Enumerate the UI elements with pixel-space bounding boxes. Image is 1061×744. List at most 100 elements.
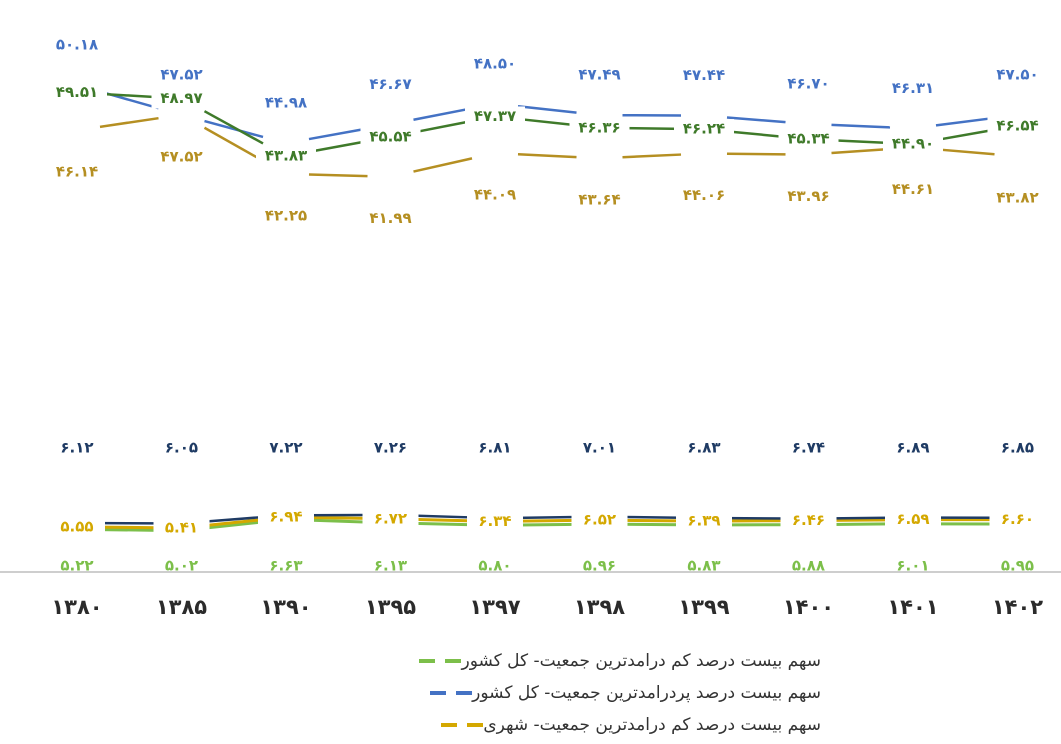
- bottom-low-label-2: ۶.۶۳: [269, 557, 302, 575]
- top-mid-series-segment-2: [308, 139, 368, 154]
- x-tick-label-9: ۱۴۰۲: [992, 595, 1043, 619]
- top-series-group: [99, 90, 995, 178]
- top-mid-series-segment-5: [622, 126, 682, 131]
- bottom-mid-label-2: ۶.۹۴: [269, 508, 302, 526]
- bottom-low-label-3: ۶.۱۳: [374, 557, 407, 575]
- bottom-high-label-9: ۶.۸۵: [1001, 439, 1034, 457]
- bottom-mid-series-segment-5: [622, 518, 682, 523]
- bottom-mid-series-segment-4: [517, 518, 577, 523]
- top-high-label-4: ۴۸.۵۰: [474, 54, 516, 72]
- bottom-high-label-3: ۷.۲۶: [374, 439, 407, 457]
- top-mid-label-3: ۴۵.۵۴: [369, 127, 411, 145]
- bottom-low-label-4: ۵.۸۰: [478, 557, 511, 575]
- top-high-series-segment-4: [517, 105, 577, 114]
- bottom-low-series-segment-2: [308, 518, 368, 524]
- top-mid-label-7: ۴۵.۳۴: [787, 130, 829, 148]
- top-mid-label-6: ۴۶.۲۴: [683, 120, 725, 138]
- bottom-high-label-6: ۶.۸۳: [687, 439, 720, 457]
- bottom-mid-label-bg-2: [258, 507, 314, 528]
- bottom-low-label-5: ۵.۹۶: [583, 557, 616, 575]
- top-low-series-segment-3: [413, 157, 473, 173]
- bottom-high-series-segment-4: [517, 515, 577, 520]
- x-tick-label-4: ۱۳۹۷: [469, 595, 520, 619]
- top-mid-series-segment-4: [517, 117, 577, 127]
- bottom-mid-series-segment-1: [204, 518, 264, 528]
- bottom-high-series-segment-5: [622, 515, 682, 519]
- bottom-low-label-1: ۵.۰۲: [165, 557, 198, 575]
- bottom-mid-label-8: ۶.۵۹: [896, 510, 929, 528]
- x-tick-label-2: ۱۳۹۰: [260, 595, 311, 619]
- bottom-mid-label-5: ۶.۵۲: [583, 511, 616, 529]
- x-tick-label-1: ۱۳۸۵: [156, 595, 207, 619]
- legend-entry-1: سهم بیست درصد پردرامدترین جمعیت- کل کشور: [420, 678, 821, 708]
- legend-entry-label: سهم بیست درصد کم درامدترین جمعیت- کل کشو…: [461, 651, 821, 671]
- legend-entry-label: سهم بیست درصد کم درامدترین جمعیت- شهری: [483, 715, 821, 735]
- bottom-mid-label-0: ۵.۵۵: [60, 517, 93, 535]
- bottom-low-label-6: ۵.۸۳: [687, 557, 720, 575]
- bottom-high-label-5: ۷.۰۱: [583, 439, 616, 457]
- top-low-label-6: ۴۴.۰۶: [683, 186, 725, 204]
- top-mid-series-segment-3: [413, 119, 473, 134]
- top-high-series-segment-3: [413, 107, 473, 122]
- bottom-mid-label-3: ۶.۷۲: [374, 509, 407, 527]
- top-low-label-2: ۴۲.۲۵: [265, 206, 307, 224]
- bottom-high-label-7: ۶.۷۴: [792, 439, 825, 457]
- top-mid-label-1: ۴۸.۹۷: [160, 89, 202, 107]
- bottom-high-series-segment-7: [831, 516, 891, 520]
- top-mid-label-bg-2: [256, 146, 316, 167]
- top-mid-label-2: ۴۳.۸۳: [265, 147, 307, 165]
- bottom-series-group: [99, 513, 995, 532]
- bottom-low-label-9: ۵.۹۵: [1001, 557, 1034, 575]
- top-mid-label-bg-9: [987, 115, 1048, 136]
- top-high-label-6: ۴۷.۴۴: [683, 66, 725, 84]
- top-mid-label-bg-6: [674, 119, 734, 140]
- top-low-label-1: ۴۷.۵۲: [160, 147, 202, 165]
- top-mid-label-bg-1: [151, 88, 212, 109]
- top-mid-label-bg-8: [883, 134, 943, 155]
- top-low-series-segment-1: [203, 126, 264, 162]
- bottom-high-label-0: ۶.۱۲: [60, 439, 93, 457]
- bottom-mid-label-bg-5: [571, 510, 628, 531]
- legend-swatch-icon: [441, 723, 484, 727]
- top-mid-label-bg-4: [465, 106, 525, 127]
- top-high-label-5: ۴۷.۴۹: [578, 66, 620, 84]
- bottom-mid-label-4: ۶.۳۴: [478, 512, 511, 530]
- x-tick-label-6: ۱۳۹۹: [678, 595, 729, 619]
- top-mid-label-8: ۴۴.۹۰: [892, 135, 934, 153]
- top-mid-label-bg-0: [47, 82, 107, 103]
- bottom-low-series-segment-3: [413, 521, 473, 527]
- bottom-mid-series-segment-7: [831, 518, 891, 522]
- bottom-low-series-segment-5: [622, 522, 682, 527]
- bottom-mid-label-6: ۶.۳۹: [687, 512, 720, 530]
- bottom-mid-label-bg-4: [467, 511, 523, 532]
- top-high-series-segment-2: [308, 127, 368, 141]
- top-low-series-segment-2: [308, 173, 368, 178]
- top-mid-label-bg-3: [360, 126, 421, 147]
- top-low-label-3: ۴۱.۹۹: [369, 209, 411, 227]
- top-low-series-segment-7: [831, 147, 891, 155]
- bottom-mid-label-bg-6: [676, 511, 732, 532]
- top-mid-series-segment-1: [203, 110, 264, 145]
- bottom-high-label-4: ۶.۸۱: [478, 439, 511, 457]
- bottom-high-label-2: ۷.۲۲: [269, 439, 302, 457]
- data-labels-group: ۵۰.۱۸ ۴۷.۵۲ ۴۴.۹۸ ۴۶.۶۷ ۴۸.۵۰ ۴۷.۴۹ ۴۷.۴۴ ۴۶.۷۰…: [47, 35, 1048, 575]
- bottom-low-series-segment-4: [517, 522, 577, 527]
- x-tick-label-8: ۱۴۰۱: [887, 595, 938, 619]
- top-high-label-1: ۴۷.۵۲: [160, 65, 202, 83]
- top-low-series-segment-5: [622, 153, 682, 159]
- top-low-label-0: ۴۶.۱۴: [56, 163, 98, 181]
- bottom-mid-label-bg-1: [153, 517, 210, 538]
- bottom-mid-series-segment-0: [99, 525, 159, 530]
- legend-entry-label: سهم بیست درصد پردرامدترین جمعیت- کل کشور: [472, 683, 821, 703]
- top-high-series-segment-1: [204, 119, 264, 139]
- top-low-series-segment-8: [935, 148, 995, 156]
- bottom-low-label-8: ۶.۰۱: [896, 557, 929, 575]
- top-low-series-segment-4: [517, 153, 577, 159]
- top-mid-label-9: ۴۶.۵۴: [996, 116, 1038, 134]
- top-high-label-7: ۴۶.۷۰: [787, 74, 829, 92]
- top-high-series-segment-8: [935, 116, 995, 127]
- bottom-high-series-segment-1: [204, 515, 264, 523]
- x-tick-label-7: ۱۴۰۰: [783, 595, 834, 619]
- bottom-low-label-7: ۵.۸۸: [792, 557, 825, 575]
